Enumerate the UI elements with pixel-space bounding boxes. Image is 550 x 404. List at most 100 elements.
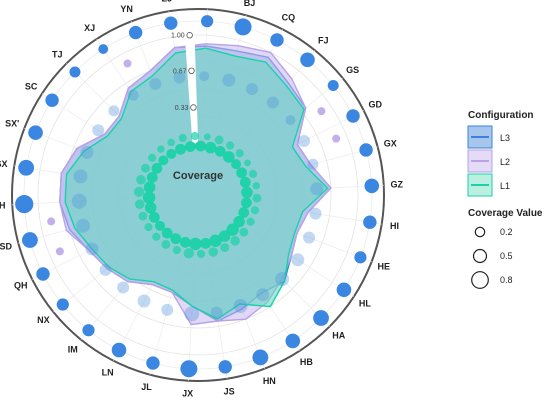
mid-dot — [134, 199, 145, 210]
value-dot — [233, 299, 248, 314]
mid-dot — [248, 169, 258, 178]
value-dot — [291, 253, 305, 267]
value-dot — [99, 263, 112, 276]
value-dot — [117, 281, 130, 294]
region-label-ln: LN — [102, 367, 114, 377]
legend-label-l2: L2 — [500, 157, 510, 167]
value-dot — [210, 306, 223, 319]
inner-dot — [214, 145, 226, 157]
inner-dot — [236, 167, 248, 179]
coverage-dot-gx — [359, 143, 373, 157]
value-dot — [199, 71, 210, 82]
mid-dot — [178, 133, 187, 143]
mid-dot — [203, 133, 211, 141]
extra-marker-4 — [332, 134, 341, 143]
inner-dot — [175, 143, 186, 155]
legend: Configuration L3 L2 L1 Coverage Value 0.2 0.5 0… — [467, 110, 543, 289]
region-label-xj: XJ — [84, 23, 95, 33]
region-label-hn: HN — [263, 376, 276, 386]
inner-dot — [151, 162, 163, 174]
coverage-dot-js — [218, 360, 232, 374]
coverage-dot-ln — [111, 342, 127, 358]
legend-size-title: Coverage Value — [468, 208, 543, 219]
value-dot — [184, 306, 200, 322]
mid-dot — [161, 240, 171, 249]
coverage-dot-gs — [327, 79, 339, 91]
inner-dot — [189, 237, 202, 251]
mid-dot — [148, 153, 157, 162]
mid-dot — [190, 131, 200, 141]
mid-dot — [196, 249, 206, 259]
value-dot — [309, 207, 322, 220]
tick-marker-1 — [188, 67, 195, 75]
coverage-dot-ah — [201, 15, 214, 28]
inner-dot — [218, 230, 231, 242]
region-label-ah: AH — [202, 0, 215, 1]
mid-dot — [230, 236, 240, 246]
region-label-gd: GD — [369, 100, 383, 110]
tick-label-0: 0.33 — [175, 105, 189, 112]
coverage-dot-ha — [313, 310, 329, 326]
center-label: Coverage — [173, 170, 223, 182]
mid-dot — [157, 145, 165, 153]
legend-size-circle-0 — [474, 226, 486, 238]
inner-dot — [226, 223, 239, 236]
coverage-dot-jl — [146, 356, 160, 370]
inner-dot — [148, 211, 160, 223]
mid-dot — [138, 211, 148, 221]
coverage-dot-nx — [56, 298, 69, 311]
value-dot — [173, 71, 186, 84]
region-label-gs: GS — [346, 65, 359, 75]
value-dot — [275, 272, 290, 287]
inner-dot — [231, 159, 242, 170]
inner-dot — [240, 197, 252, 209]
value-dot — [285, 115, 296, 126]
inner-dot — [239, 176, 251, 188]
region-label-nx: NX — [37, 315, 50, 325]
coverage-dot-fj — [300, 52, 315, 68]
radial-axis-gap — [184, 27, 199, 144]
coverage-dot-tj — [69, 66, 81, 78]
inner-dot — [143, 181, 156, 194]
coverage-dot-sd — [22, 232, 38, 248]
mid-dot — [167, 138, 175, 147]
region-label-tj: TJ — [52, 49, 63, 59]
grid-ring-3 — [37, 34, 359, 356]
inner-dot — [200, 237, 212, 249]
inner-dot — [223, 151, 235, 163]
coverage-dot-hi — [363, 215, 377, 229]
value-dot — [303, 231, 316, 244]
mid-dot — [172, 245, 181, 255]
region-label-sxp: SX' — [5, 119, 19, 129]
value-dot — [73, 169, 88, 184]
value-dot — [127, 89, 139, 101]
coverage-dot-xj — [98, 44, 109, 54]
region-label-jx: JX — [182, 389, 193, 399]
region-label-sc: SC — [25, 82, 38, 92]
mid-dot — [220, 243, 230, 253]
coverage-dot-zj — [164, 16, 178, 30]
coverage-dot-sh — [15, 195, 34, 214]
region-label-gx: GX — [384, 138, 397, 148]
legend-size-label-1: 0.5 — [500, 251, 513, 261]
inner-dot — [184, 141, 196, 153]
extra-marker-1 — [317, 107, 326, 116]
inner-dot — [161, 227, 173, 239]
inner-dot — [209, 234, 222, 247]
coverage-dot-cq — [270, 33, 284, 47]
coverage-dot-bj — [234, 18, 252, 36]
legend-label-l1: L1 — [500, 181, 510, 191]
coverage-dot-hl — [336, 282, 352, 298]
legend-size-label-2: 0.8 — [500, 275, 513, 285]
plot-area: 0.33 0.67 1.00 AH BJ CQ FJ GS GD GX GZ HI HE HL HA HB HN… — [0, 0, 403, 399]
coverage-dot-qh — [36, 267, 50, 281]
tick-marker-2 — [186, 32, 193, 39]
region-label-qh: QH — [14, 280, 28, 290]
mid-dot — [226, 141, 235, 150]
coverage-dot-jx — [180, 360, 198, 378]
outer-frame — [11, 8, 385, 382]
inner-dot — [154, 220, 165, 231]
value-dot — [76, 218, 91, 233]
value-dot — [222, 73, 236, 87]
